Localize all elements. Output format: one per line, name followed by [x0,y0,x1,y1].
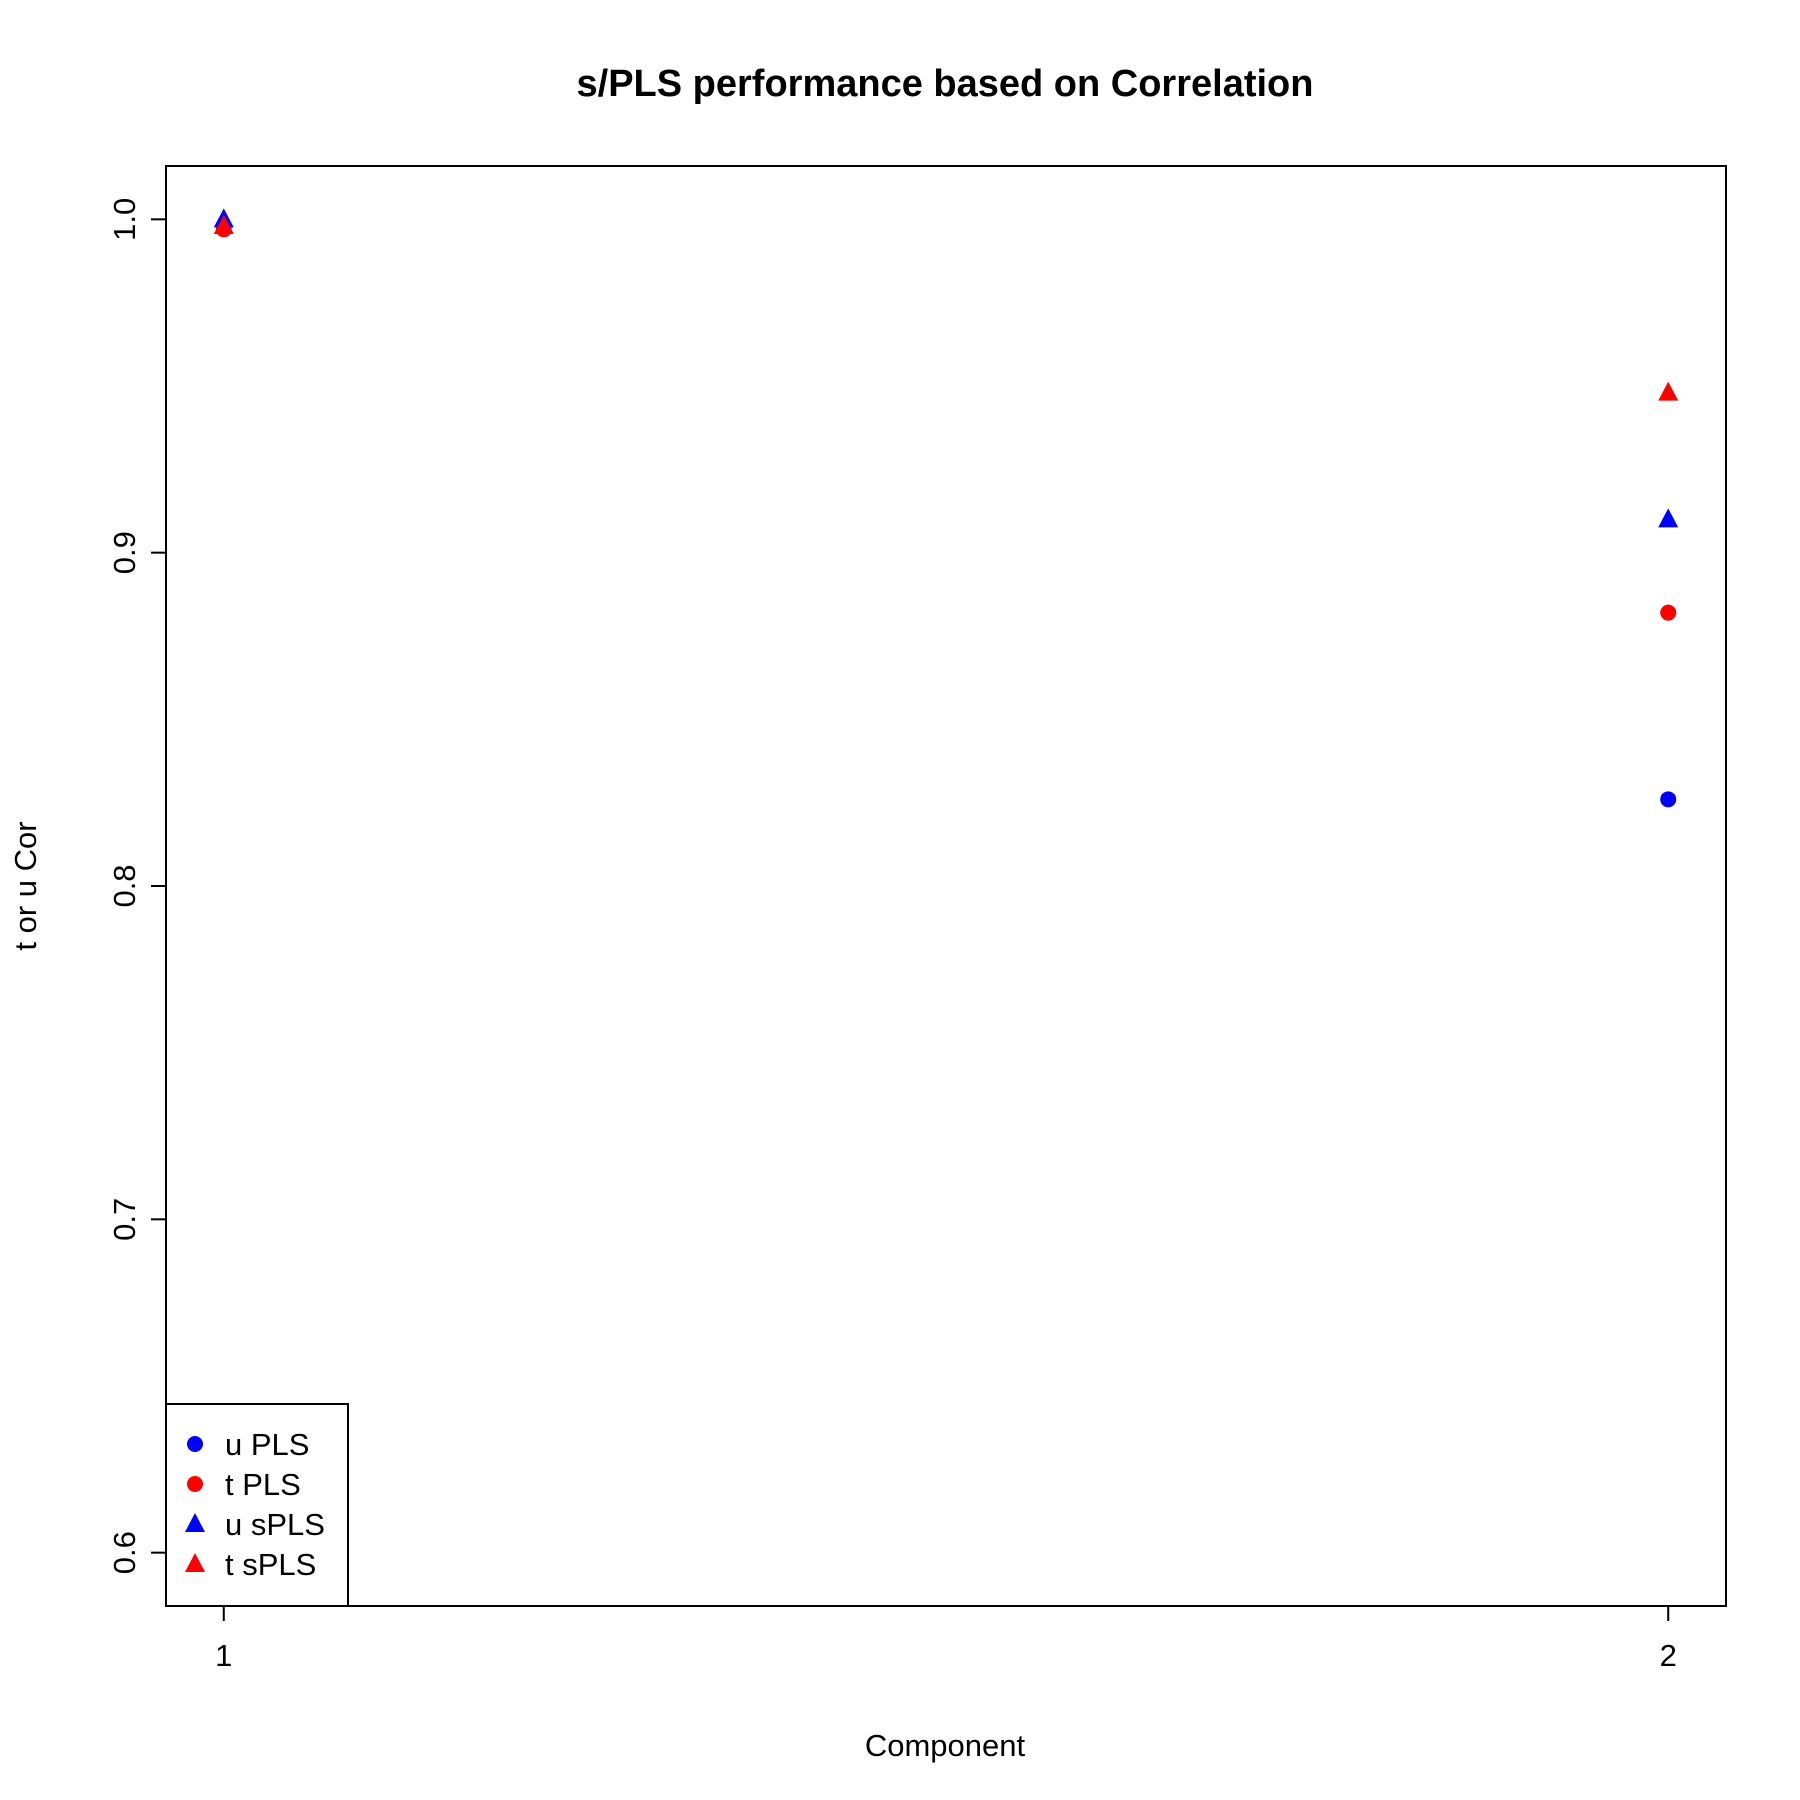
legend-marker-t-spls [185,1553,205,1572]
x-tick-label: 1 [215,1638,232,1673]
point-t-spls [1658,381,1679,401]
legend-label: t PLS [225,1467,301,1502]
y-axis-label: t or u Cor [8,821,43,950]
x-tick-label: 2 [1660,1638,1677,1673]
y-tick-label: 1.0 [107,198,142,241]
legend-label: u PLS [225,1427,309,1462]
legend-label: u sPLS [225,1507,325,1542]
point-t-spls [213,215,234,234]
legend-marker-u-spls [185,1513,205,1532]
legend-marker-u-pls [187,1436,203,1452]
y-tick-label: 0.9 [107,531,142,574]
legend-marker-t-pls [187,1476,203,1492]
y-tick-label: 0.7 [107,1198,142,1241]
legend-box [165,1403,349,1607]
plot-frame [165,165,1727,1607]
point-u-spls [1658,508,1679,528]
y-tick-label: 0.8 [107,864,142,907]
legend: u PLS t PLS u sPLS t sPLS [165,1403,349,1607]
point-t-pls [1660,604,1677,621]
x-axis-label: Component [865,1728,1026,1763]
legend-label: t sPLS [225,1547,316,1582]
y-axis: 0.6 0.7 0.8 0.9 1.0 [107,198,166,1574]
y-tick-label: 0.6 [107,1531,142,1574]
chart-title: s/PLS performance based on Correlation [577,63,1314,105]
data-points [213,208,1679,808]
point-u-pls [1660,791,1677,808]
